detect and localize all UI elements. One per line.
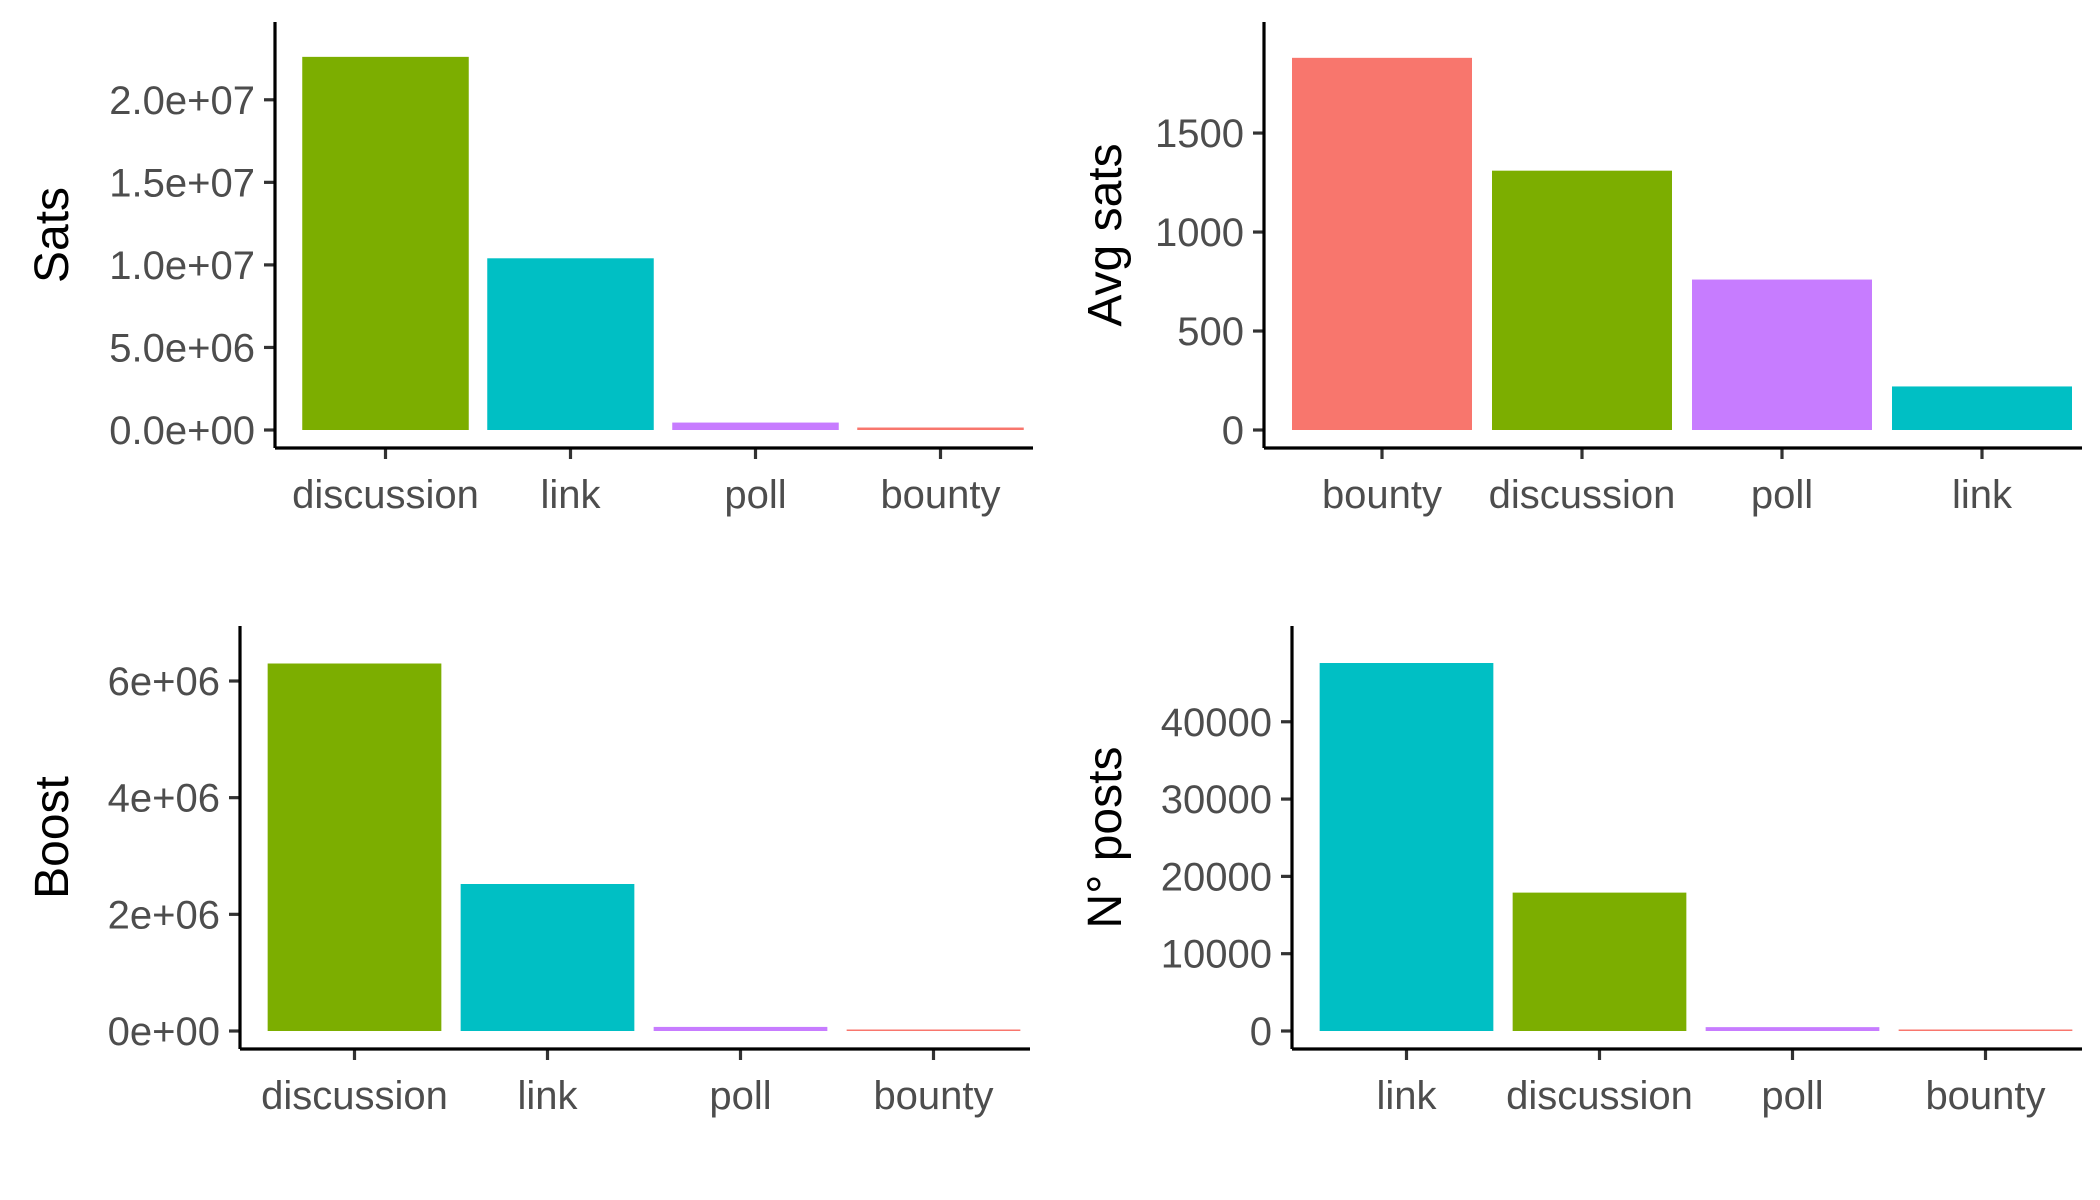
bar-link	[460, 884, 635, 1031]
x-tick-label: poll	[709, 1074, 771, 1118]
y-tick-label: 2e+06	[108, 893, 220, 937]
y-tick-label: 40000	[1161, 701, 1272, 745]
x-tick-label: poll	[1751, 473, 1813, 517]
x-tick-label: link	[517, 1074, 578, 1118]
y-tick-label: 1.0e+07	[109, 244, 255, 288]
y-tick-label: 500	[1177, 310, 1244, 354]
x-tick-label: link	[1952, 473, 2013, 517]
chart-panel-3: discussion link poll bounty 0e+00 2e+06 4e+06 6…	[26, 626, 1030, 1118]
y-tick-label: 6e+06	[108, 660, 220, 704]
y-tick-label: 0.0e+00	[109, 409, 255, 453]
y-tick-label: 1000	[1155, 211, 1244, 255]
y-tick-label: 1500	[1155, 112, 1244, 156]
bar-discussion	[267, 663, 442, 1031]
x-tick-label: discussion	[1489, 473, 1676, 517]
chart-panel-2: bounty discussion poll link 0 500 1000 1500 Avg …	[1079, 22, 2082, 517]
x-tick-label: bounty	[873, 1074, 993, 1118]
y-tick-label: 0	[1250, 1010, 1272, 1054]
bar-poll	[1692, 279, 1872, 430]
bar-link	[1319, 663, 1494, 1031]
y-axis-title: Boost	[26, 776, 79, 899]
y-axis-title: Avg sats	[1079, 143, 1132, 326]
bar-discussion	[1492, 170, 1672, 430]
y-tick-label: 0	[1222, 409, 1244, 453]
bar-link	[1892, 386, 2072, 430]
y-tick-label: 1.5e+07	[109, 161, 255, 205]
x-tick-label: discussion	[261, 1074, 448, 1118]
bar-discussion	[1512, 892, 1687, 1031]
x-tick-label: poll	[1761, 1074, 1823, 1118]
x-tick-label: discussion	[1506, 1074, 1693, 1118]
bar-poll	[672, 422, 839, 430]
x-tick-label: discussion	[292, 473, 479, 517]
y-axis-title: Sats	[26, 187, 79, 283]
chart-panel-1: discussion link poll bounty 0.0e+00 5.0e+06 1.…	[26, 22, 1033, 517]
bar-discussion	[302, 56, 469, 431]
bar-bounty	[846, 1029, 1021, 1031]
y-tick-label: 0e+00	[108, 1010, 220, 1054]
bar-poll	[1705, 1027, 1880, 1031]
x-tick-label: link	[540, 473, 601, 517]
y-axis-title: N° posts	[1079, 747, 1132, 929]
y-tick-label: 20000	[1161, 855, 1272, 899]
y-tick-label: 30000	[1161, 778, 1272, 822]
bar-bounty	[857, 427, 1024, 430]
chart-panel-4: link discussion poll bounty 0 10000 20000 30000…	[1079, 626, 2082, 1118]
y-tick-label: 4e+06	[108, 777, 220, 821]
bar-poll	[653, 1026, 828, 1031]
y-tick-label: 5.0e+06	[109, 326, 255, 370]
bar-bounty	[1898, 1029, 2073, 1031]
x-tick-label: bounty	[1925, 1074, 2045, 1118]
x-tick-label: bounty	[880, 473, 1000, 517]
x-tick-label: bounty	[1322, 473, 1442, 517]
bar-link	[487, 258, 654, 430]
y-tick-label: 10000	[1161, 933, 1272, 977]
x-tick-label: link	[1376, 1074, 1437, 1118]
y-tick-label: 2.0e+07	[109, 79, 255, 123]
x-tick-label: poll	[724, 473, 786, 517]
bar-bounty	[1292, 57, 1472, 431]
